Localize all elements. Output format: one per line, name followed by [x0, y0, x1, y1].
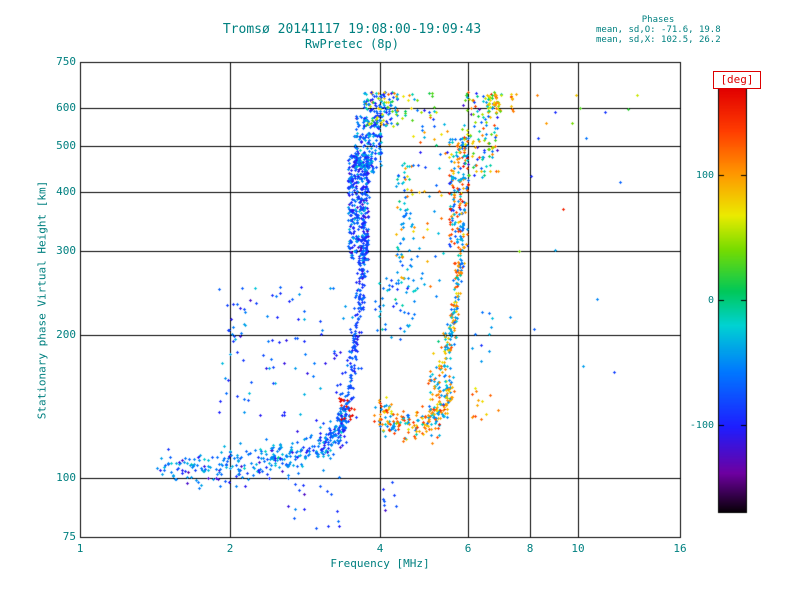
y-tick-label: 400 — [56, 185, 76, 198]
phase-stats-x-line: mean, sd,X: 102.5, 26.2 — [596, 35, 721, 45]
x-axis-label: Frequency [MHz] — [330, 557, 430, 570]
phase-stats-block: Phases mean, sd,O: -71.6, 19.8 mean, sd,… — [596, 15, 721, 45]
colorbar-tick-label: 0 — [707, 294, 714, 306]
y-tick-label: 100 — [56, 471, 76, 484]
x-tick-label: 1 — [76, 542, 84, 555]
y-tick-label: 75 — [62, 530, 76, 543]
phase-stats-header: Phases — [641, 15, 675, 25]
y-tick-label: 750 — [56, 55, 76, 68]
y-tick-label: 600 — [56, 101, 76, 114]
y-tick-label: 200 — [56, 328, 76, 341]
plot-subtitle: RwPretec (8p) — [305, 37, 399, 51]
x-tick-label: 16 — [673, 542, 687, 555]
phase-stats-o-line: mean, sd,O: -71.6, 19.8 — [596, 25, 721, 35]
x-tick-label: 2 — [226, 542, 234, 555]
y-tick-label: 500 — [56, 139, 76, 152]
x-tick-label: 4 — [376, 542, 384, 555]
colorbar-tick-label: 100 — [695, 169, 714, 181]
plot-title: Tromsø 20141117 19:08:00-19:09:43 — [222, 22, 482, 37]
colorbar-deg-label: [deg] — [713, 71, 761, 89]
y-axis-label: Stationary phase Virtual Height [km] — [35, 180, 49, 420]
y-tick-label: 300 — [56, 244, 76, 257]
x-tick-label: 8 — [526, 542, 534, 555]
colorbar-tick-label: -100 — [689, 419, 714, 431]
x-tick-label: 6 — [464, 542, 472, 555]
x-tick-label: 10 — [571, 542, 585, 555]
